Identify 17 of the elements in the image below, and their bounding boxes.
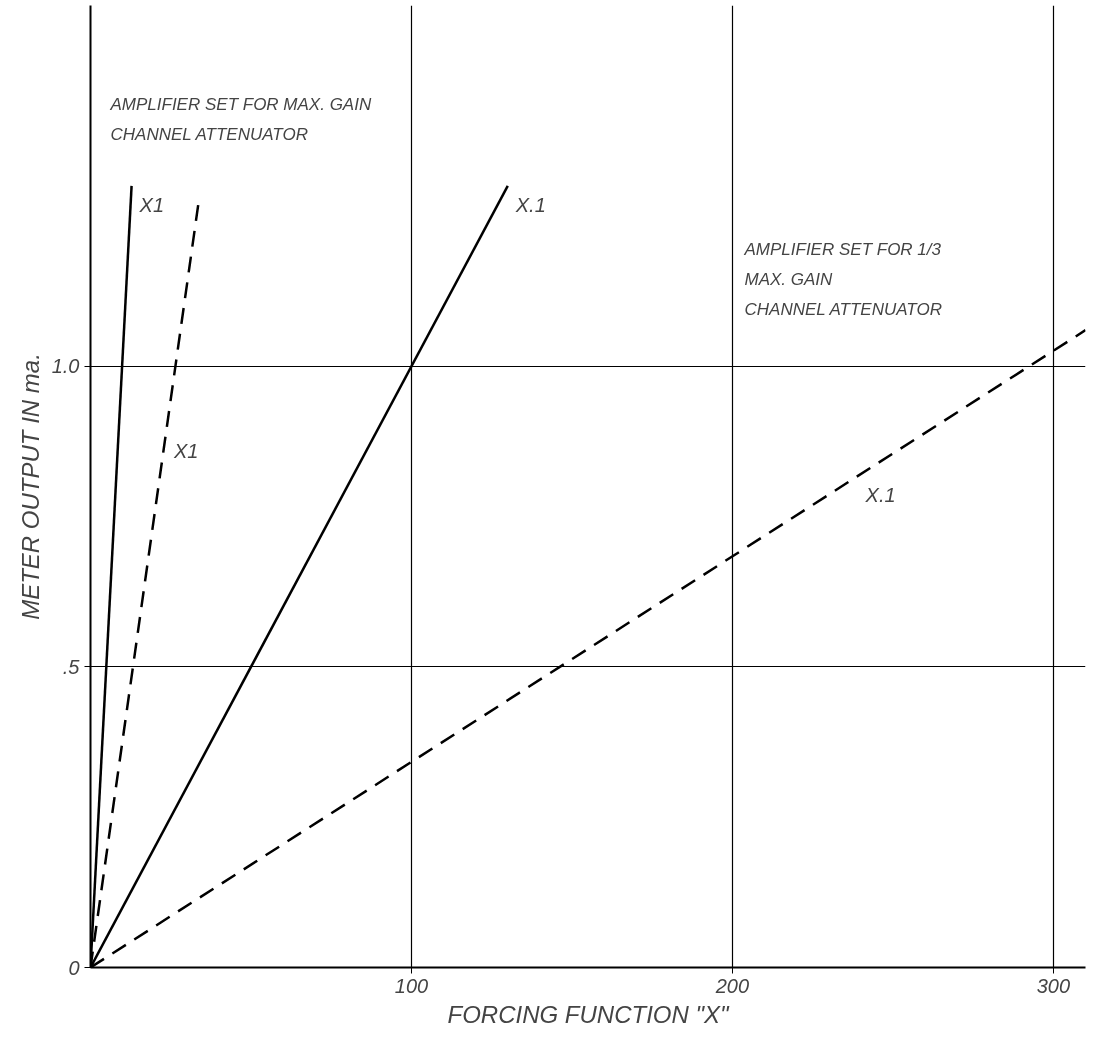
x-tick-label: 100 <box>394 974 429 997</box>
y-tick-label: 1.0 <box>51 355 80 378</box>
annotation: CHANNEL ATTENUATOR <box>744 300 942 319</box>
y-tick-label: 0 <box>68 956 80 979</box>
annotation: X1 <box>138 193 165 216</box>
annotation: X.1 <box>514 193 546 216</box>
annotation: MAX. GAIN <box>744 270 834 289</box>
annotation: X.1 <box>864 484 896 507</box>
x-tick-label: 300 <box>1036 974 1071 997</box>
y-axis-title: METER OUTPUT IN ma. <box>16 353 44 620</box>
annotation: AMPLIFIER SET FOR 1/3 <box>743 240 942 259</box>
x-tick-label: 200 <box>714 974 750 997</box>
annotation: X1 <box>172 440 199 463</box>
annotation: AMPLIFIER SET FOR MAX. GAIN <box>109 95 372 114</box>
annotation: CHANNEL ATTENUATOR <box>110 125 308 144</box>
y-tick-label: .5 <box>62 655 81 678</box>
x-axis-title: FORCING FUNCTION "X" <box>447 1000 730 1028</box>
